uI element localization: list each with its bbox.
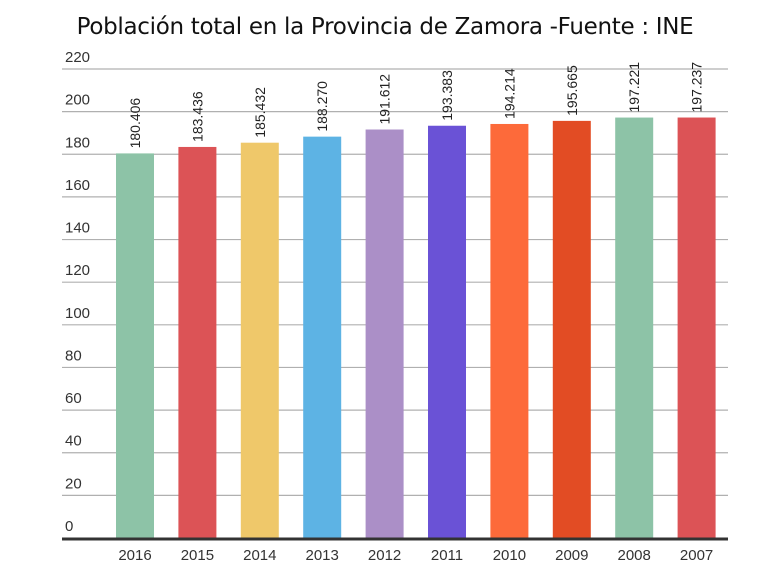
x-tick-label: 2015 xyxy=(181,547,214,564)
y-tick-label: 40 xyxy=(65,433,82,450)
y-tick-label: 160 xyxy=(65,177,90,194)
x-tick-label: 2008 xyxy=(618,547,651,564)
chart-title: Población total en la Provincia de Zamor… xyxy=(76,14,694,40)
data-label: 197.237 xyxy=(689,62,705,113)
y-tick-label: 100 xyxy=(65,305,90,322)
bar-2013 xyxy=(303,136,342,539)
y-tick-label: 220 xyxy=(65,49,90,66)
x-tick-label: 2010 xyxy=(493,547,526,564)
x-tick-label: 2007 xyxy=(680,547,713,564)
x-tick-label: 2009 xyxy=(555,547,588,564)
bar-2007 xyxy=(677,117,716,538)
x-tick-label: 2016 xyxy=(118,547,151,564)
bar-2015 xyxy=(178,146,217,538)
y-tick-label: 120 xyxy=(65,262,90,279)
y-tick-label: 180 xyxy=(65,134,90,151)
y-tick-label: 20 xyxy=(65,475,82,492)
data-label: 185.432 xyxy=(252,87,268,138)
x-tick-label: 2012 xyxy=(368,547,401,564)
data-label: 193.383 xyxy=(439,70,455,121)
data-label: 195.665 xyxy=(564,65,580,116)
bar-2011 xyxy=(428,125,466,538)
y-tick-label: 200 xyxy=(65,92,90,109)
x-tick-label: 2014 xyxy=(243,547,276,564)
x-tick-label: 2011 xyxy=(431,547,463,564)
bar-2014 xyxy=(240,142,279,538)
data-label: 197.221 xyxy=(626,62,642,113)
data-label: 191.612 xyxy=(377,74,393,125)
data-label: 183.436 xyxy=(189,91,205,142)
y-tick-label: 140 xyxy=(65,220,90,237)
bar-2008 xyxy=(615,117,654,539)
x-tick-label: 2013 xyxy=(306,547,339,564)
data-label: 188.270 xyxy=(314,81,330,132)
bar-2012 xyxy=(365,129,404,538)
data-label: 194.214 xyxy=(501,68,517,119)
data-label: 180.406 xyxy=(127,98,143,149)
y-tick-label: 0 xyxy=(65,518,73,535)
bar-2016 xyxy=(116,153,154,538)
y-tick-label: 80 xyxy=(65,347,82,364)
bar-2009 xyxy=(552,120,591,538)
bar-2010 xyxy=(490,123,529,538)
y-tick-label: 60 xyxy=(65,390,82,407)
